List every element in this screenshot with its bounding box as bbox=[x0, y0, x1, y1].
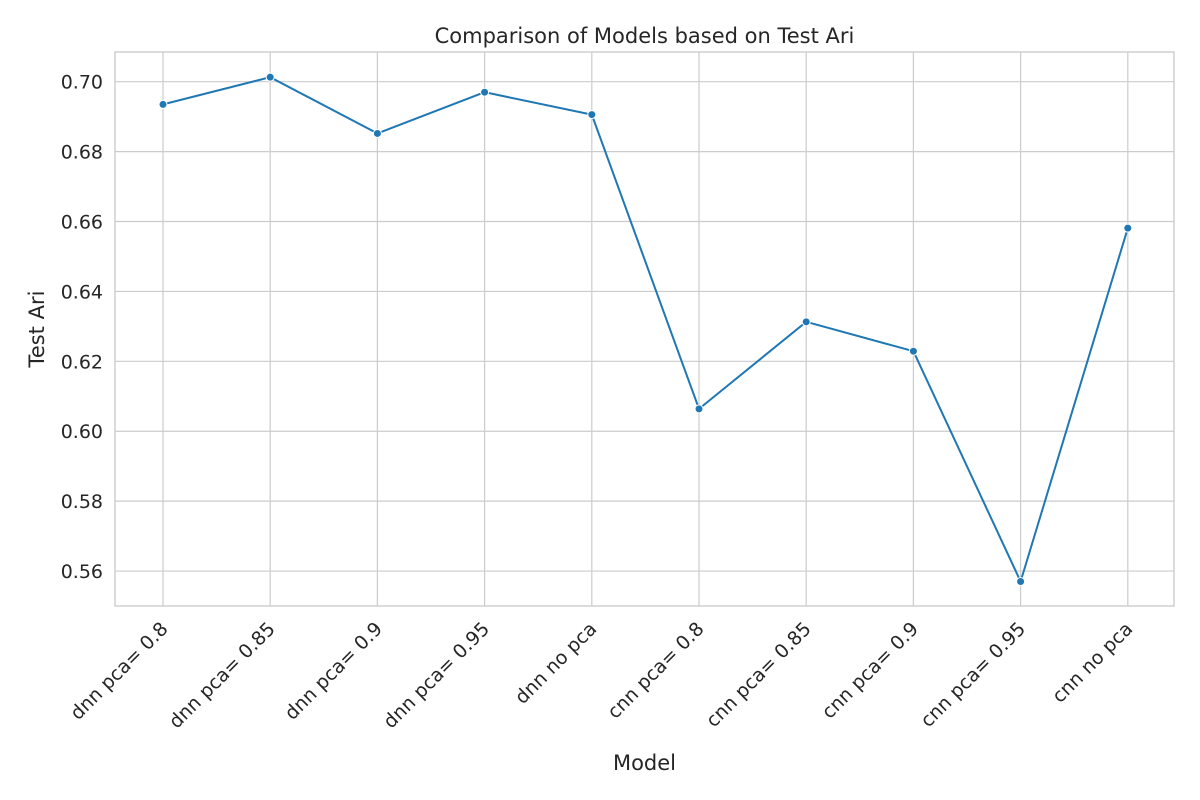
y-tick-label: 0.68 bbox=[61, 142, 103, 164]
y-axis-ticks: 0.56 0.58 0.60 0.62 0.64 0.66 0.68 0.70 bbox=[61, 72, 103, 583]
x-tick-label: cnn pca= 0.95 bbox=[916, 618, 1030, 732]
y-tick-label: 0.62 bbox=[61, 351, 103, 373]
data-point bbox=[801, 317, 811, 327]
x-tick-label: dnn pca= 0.95 bbox=[379, 618, 494, 733]
data-point bbox=[908, 346, 918, 356]
series-layer bbox=[158, 72, 1133, 587]
y-tick-label: 0.56 bbox=[61, 561, 103, 583]
x-tick-label: cnn no pca bbox=[1048, 618, 1137, 707]
y-tick-label: 0.58 bbox=[61, 491, 103, 513]
y-tick-label: 0.60 bbox=[61, 421, 103, 443]
series-line bbox=[162, 76, 1129, 585]
x-axis-label: Model bbox=[613, 751, 676, 775]
data-point bbox=[158, 99, 168, 109]
data-point bbox=[694, 404, 704, 414]
y-tick-label: 0.66 bbox=[61, 212, 103, 234]
x-tick-label: cnn pca= 0.8 bbox=[603, 618, 708, 723]
data-point bbox=[1016, 577, 1026, 587]
y-tick-label: 0.70 bbox=[61, 72, 103, 94]
x-tick-label: cnn pca= 0.9 bbox=[818, 618, 923, 723]
grid-lines bbox=[115, 52, 1174, 606]
x-tick-label: dnn pca= 0.8 bbox=[66, 618, 172, 724]
data-point bbox=[265, 72, 275, 82]
y-axis-label: Test Ari bbox=[25, 291, 49, 369]
chart-title: Comparison of Models based on Test Ari bbox=[435, 24, 855, 48]
data-point bbox=[372, 128, 382, 138]
y-tick-label: 0.64 bbox=[61, 281, 103, 303]
x-tick-label: cnn pca= 0.85 bbox=[702, 618, 816, 732]
plot-frame bbox=[114, 51, 1175, 607]
x-tick-label: dnn pca= 0.85 bbox=[165, 618, 280, 733]
x-tick-label: dnn no pca bbox=[511, 618, 602, 709]
x-tick-label: dnn pca= 0.9 bbox=[281, 618, 387, 724]
data-point bbox=[587, 110, 597, 120]
data-point bbox=[1123, 223, 1133, 233]
data-point bbox=[480, 87, 490, 97]
